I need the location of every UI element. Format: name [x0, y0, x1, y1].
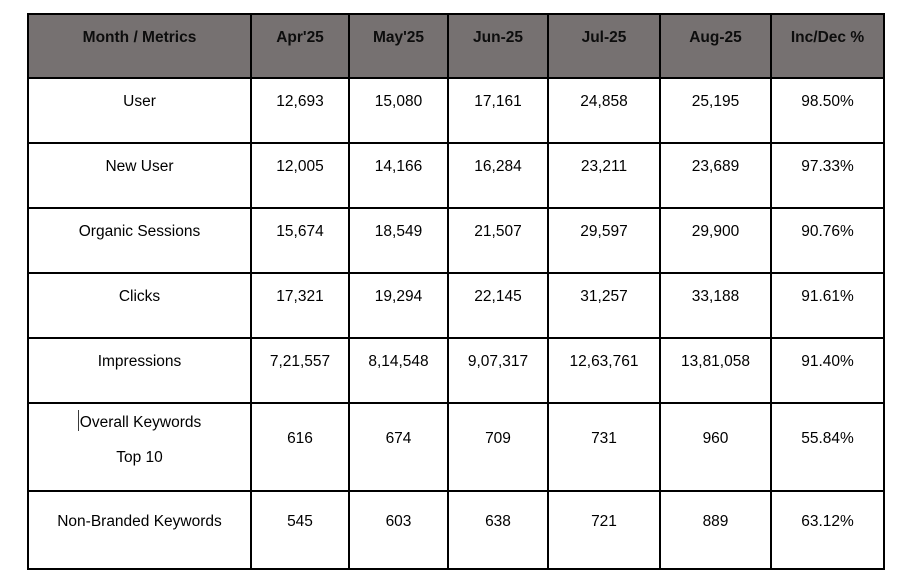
change-cell[interactable]: 98.50% — [770, 77, 885, 144]
value-cell[interactable]: 960 — [659, 402, 772, 492]
header-cell-aug[interactable]: Aug-25 — [659, 13, 772, 79]
value-cell[interactable]: 8,14,548 — [348, 337, 449, 404]
table-header-row: Month / Metrics Apr'25 May'25 Jun-25 Jul… — [27, 13, 885, 79]
change-cell[interactable]: 63.12% — [770, 490, 885, 570]
metric-cell[interactable]: User — [27, 77, 252, 144]
change-cell[interactable]: 91.61% — [770, 272, 885, 339]
metric-cell[interactable]: Clicks — [27, 272, 252, 339]
value-cell[interactable]: 889 — [659, 490, 772, 570]
header-cell-jun[interactable]: Jun-25 — [447, 13, 549, 79]
header-cell-may[interactable]: May'25 — [348, 13, 449, 79]
value-cell[interactable]: 25,195 — [659, 77, 772, 144]
table-row-overall-keywords-top10: Overall Keywords Top 10 616 674 709 731 … — [27, 402, 885, 492]
table-row-organic-sessions: Organic Sessions 15,674 18,549 21,507 29… — [27, 207, 885, 274]
value-cell[interactable]: 18,549 — [348, 207, 449, 274]
value-cell[interactable]: 12,693 — [250, 77, 350, 144]
value-cell[interactable]: 14,166 — [348, 142, 449, 209]
value-cell[interactable]: 17,321 — [250, 272, 350, 339]
value-cell[interactable]: 31,257 — [547, 272, 661, 339]
header-cell-jul[interactable]: Jul-25 — [547, 13, 661, 79]
metric-text: Overall Keywords — [79, 414, 202, 432]
table-row-impressions: Impressions 7,21,557 8,14,548 9,07,317 1… — [27, 337, 885, 404]
value-cell[interactable]: 15,674 — [250, 207, 350, 274]
value-cell[interactable]: 33,188 — [659, 272, 772, 339]
metric-cell[interactable]: Organic Sessions — [27, 207, 252, 274]
value-cell[interactable]: 674 — [348, 402, 449, 492]
value-cell[interactable]: 23,211 — [547, 142, 661, 209]
header-cell-apr[interactable]: Apr'25 — [250, 13, 350, 79]
metrics-table: Month / Metrics Apr'25 May'25 Jun-25 Jul… — [27, 13, 885, 570]
metric-cell[interactable]: Overall Keywords Top 10 — [27, 402, 252, 492]
metric-cell[interactable]: Non-Branded Keywords — [27, 490, 252, 570]
value-cell[interactable]: 19,294 — [348, 272, 449, 339]
value-cell[interactable]: 721 — [547, 490, 661, 570]
value-cell[interactable]: 12,63,761 — [547, 337, 661, 404]
value-cell[interactable]: 709 — [447, 402, 549, 492]
table-row-clicks: Clicks 17,321 19,294 22,145 31,257 33,18… — [27, 272, 885, 339]
text-caret-icon — [77, 410, 79, 432]
metric-line-1: Overall Keywords — [33, 410, 246, 433]
value-cell[interactable]: 16,284 — [447, 142, 549, 209]
value-cell[interactable]: 21,507 — [447, 207, 549, 274]
value-cell[interactable]: 23,689 — [659, 142, 772, 209]
table-row-new-user: New User 12,005 14,166 16,284 23,211 23,… — [27, 142, 885, 209]
value-cell[interactable]: 638 — [447, 490, 549, 570]
value-cell[interactable]: 731 — [547, 402, 661, 492]
change-cell[interactable]: 55.84% — [770, 402, 885, 492]
value-cell[interactable]: 24,858 — [547, 77, 661, 144]
metric-cell[interactable]: Impressions — [27, 337, 252, 404]
value-cell[interactable]: 603 — [348, 490, 449, 570]
value-cell[interactable]: 12,005 — [250, 142, 350, 209]
value-cell[interactable]: 17,161 — [447, 77, 549, 144]
value-cell[interactable]: 13,81,058 — [659, 337, 772, 404]
header-cell-month-metrics[interactable]: Month / Metrics — [27, 13, 252, 79]
value-cell[interactable]: 15,080 — [348, 77, 449, 144]
value-cell[interactable]: 7,21,557 — [250, 337, 350, 404]
table-row-user: User 12,693 15,080 17,161 24,858 25,195 … — [27, 77, 885, 144]
value-cell[interactable]: 29,900 — [659, 207, 772, 274]
value-cell[interactable]: 545 — [250, 490, 350, 570]
change-cell[interactable]: 91.40% — [770, 337, 885, 404]
metric-line-2: Top 10 — [116, 449, 163, 466]
header-cell-inc-dec[interactable]: Inc/Dec % — [770, 13, 885, 79]
value-cell[interactable]: 22,145 — [447, 272, 549, 339]
metric-cell[interactable]: New User — [27, 142, 252, 209]
change-cell[interactable]: 97.33% — [770, 142, 885, 209]
table-row-non-branded-keywords: Non-Branded Keywords 545 603 638 721 889… — [27, 490, 885, 570]
value-cell[interactable]: 9,07,317 — [447, 337, 549, 404]
change-cell[interactable]: 90.76% — [770, 207, 885, 274]
value-cell[interactable]: 29,597 — [547, 207, 661, 274]
value-cell[interactable]: 616 — [250, 402, 350, 492]
